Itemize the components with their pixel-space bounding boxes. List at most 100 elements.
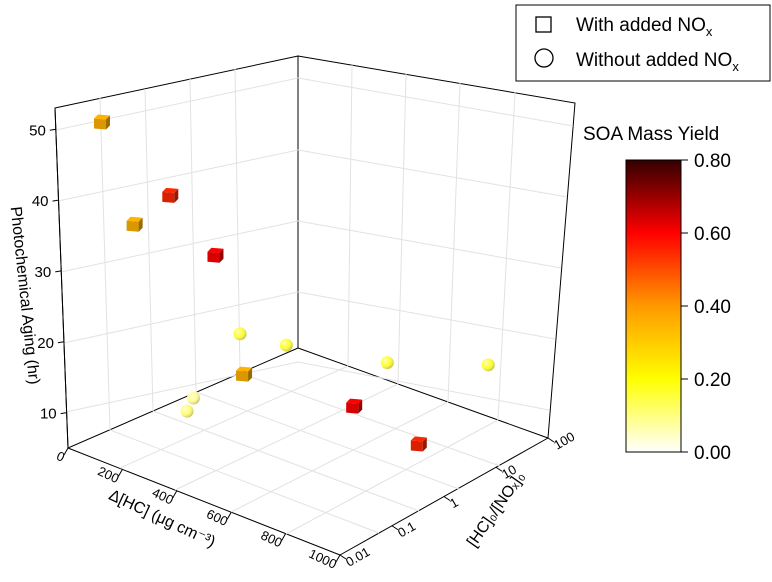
y-tick-mark [391, 525, 399, 531]
y-tick-mark [339, 554, 347, 560]
back-right-wall [297, 55, 576, 439]
y-tick-label: 10 [499, 462, 519, 482]
sphere-shading [380, 356, 394, 370]
sphere-shading [186, 391, 200, 405]
cube-top-face [207, 247, 224, 253]
grid-line [285, 419, 499, 535]
grid-line [234, 68, 241, 374]
y-tick-mark [547, 437, 555, 443]
grid-line [189, 78, 197, 393]
cube-side-face [358, 399, 363, 414]
y-tick-mark [495, 466, 503, 472]
data-markers [93, 114, 495, 452]
cube-front-face [93, 118, 106, 130]
cube-front-face [410, 440, 423, 452]
z-tick-mark [57, 341, 65, 344]
sphere-marker [279, 338, 293, 352]
colorbar-tick-label: 0.00 [694, 443, 731, 464]
grid-line [497, 91, 516, 421]
grid-line [230, 401, 449, 513]
x-tick-mark [281, 533, 287, 541]
y-tick-label: 100 [551, 429, 577, 453]
floor-front-left-edge [67, 447, 341, 556]
grid-line [144, 88, 154, 412]
cube-marker [207, 247, 224, 263]
x-tick-label: 0 [54, 448, 67, 465]
colorbar-gradient [625, 159, 682, 453]
grid-line [63, 291, 299, 344]
y-tick-label: 0.01 [343, 544, 372, 570]
grid-line [347, 64, 353, 367]
grid-line [397, 73, 407, 385]
z-tick-mark [55, 270, 62, 273]
x-tick-label: 800 [259, 528, 285, 551]
z-tick-label: 20 [37, 335, 54, 352]
legend-box [515, 4, 771, 82]
grid-line [152, 410, 420, 512]
grid-line [109, 429, 380, 534]
grid-line [297, 361, 550, 411]
x-tick-label: 600 [204, 506, 230, 529]
cube-top-face [346, 398, 363, 404]
z-tick-mark [52, 199, 59, 202]
grid-line [447, 82, 461, 403]
grid-line [55, 77, 299, 131]
z-axis-label: Photochemical Aging (hr) [7, 206, 43, 386]
grid-line [239, 372, 501, 467]
grid-line [297, 149, 568, 198]
y-tick-mark [443, 496, 451, 501]
z-tick-mark [60, 412, 67, 415]
cube-side-face [422, 437, 427, 452]
x-tick-mark [335, 554, 341, 563]
legend: With added NOx Without added NOx [515, 4, 771, 82]
cube-front-face [126, 220, 139, 232]
cube-side-face [219, 248, 224, 263]
cube-marker [410, 436, 427, 452]
grid-line [99, 97, 111, 431]
cube-marker [346, 398, 363, 414]
colorbar-tick-label: 0.80 [694, 151, 731, 172]
colorbar-tick-label: 0.20 [694, 370, 731, 391]
z-tick-label: 10 [40, 406, 57, 423]
cube-front-face [162, 191, 175, 203]
sphere-shading [233, 327, 247, 341]
grid-line [297, 77, 574, 127]
legend-circle-icon [534, 48, 554, 68]
z-axis: 10 20 30 40 50 Photochemical Aging (hr) [7, 107, 69, 449]
x-tick-mark [63, 447, 69, 456]
x-tick-label: 200 [95, 463, 121, 486]
cube-marker [236, 366, 253, 382]
x-tick-mark [226, 511, 232, 520]
legend-label-with-nox: With added NOx [576, 15, 713, 39]
cube-side-face [138, 217, 143, 232]
cube-front-face [346, 402, 359, 414]
z-tick-mark [49, 128, 56, 131]
colorbar: SOA Mass Yield 0.00 0.20 0.40 0.60 0.80 [583, 124, 731, 464]
cube-side-face [105, 115, 110, 130]
z-tick-label: 50 [29, 122, 46, 139]
cube-side-face [248, 367, 253, 382]
x-tick-label: 400 [150, 485, 176, 508]
grid-line [297, 291, 556, 340]
x-tick-mark [172, 490, 178, 499]
y-tick-label: 1 [447, 494, 461, 511]
sphere-marker [481, 358, 495, 372]
sphere-marker [180, 404, 194, 418]
cube-side-face [174, 188, 179, 203]
cube-top-face [410, 436, 427, 442]
cube-top-face [126, 216, 143, 222]
grid-line [119, 365, 349, 469]
cube-marker [93, 114, 110, 130]
cube-front-face [207, 251, 220, 263]
grid-line [195, 391, 460, 490]
z-axis-line [54, 107, 69, 449]
colorbar-tick-label: 0.40 [694, 297, 731, 318]
sphere-shading [180, 404, 194, 418]
cube-top-face [162, 187, 179, 193]
sphere-shading [481, 358, 495, 372]
cube-front-face [236, 370, 249, 382]
cube-marker [162, 187, 179, 203]
grid-lines [55, 64, 574, 535]
plot-box [54, 55, 576, 556]
